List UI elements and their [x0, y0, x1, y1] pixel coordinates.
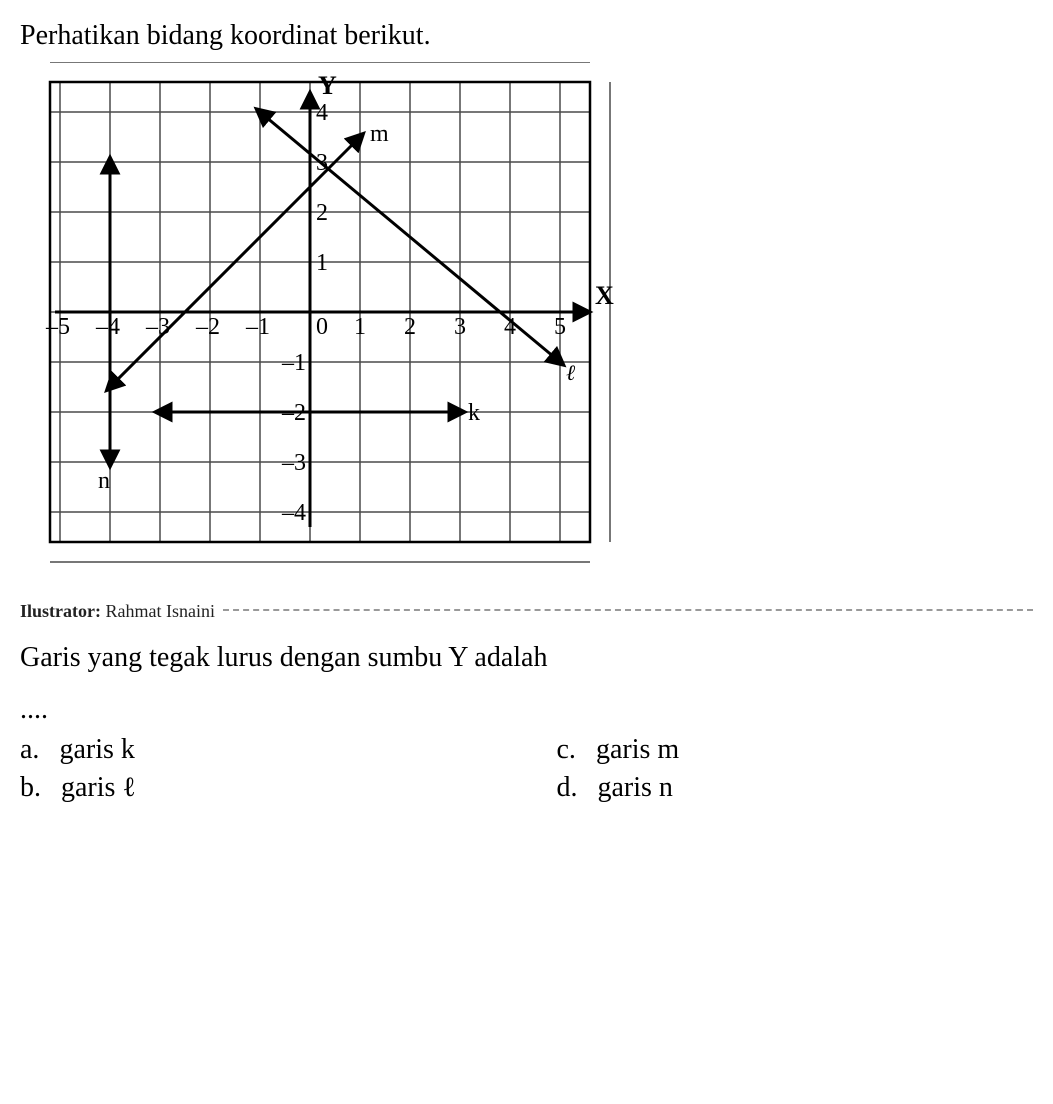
svg-text:0: 0: [316, 314, 328, 340]
option-c-text: garis m: [596, 734, 679, 766]
svg-text:k: k: [468, 400, 480, 426]
svg-text:3: 3: [454, 314, 466, 340]
option-d-letter: d.: [557, 772, 578, 804]
svg-text:–5: –5: [45, 314, 70, 340]
svg-text:m: m: [370, 121, 389, 147]
option-a-letter: a.: [20, 734, 39, 766]
option-c: c. garis m: [557, 734, 1034, 766]
illustrator-row: Ilustrator: Rahmat Isnaini: [20, 597, 1033, 622]
illustrator-label: Ilustrator:: [20, 601, 101, 621]
option-c-letter: c.: [557, 734, 576, 766]
svg-text:X: X: [595, 281, 614, 310]
svg-text:2: 2: [316, 200, 328, 226]
option-d: d. garis n: [557, 772, 1034, 804]
question-bottom: Garis yang tegak lurus dengan sumbu Y ad…: [20, 642, 1033, 674]
chart-svg: XY–5–4–3–2–1012345–4–3–2–11234mℓkn: [20, 62, 640, 582]
svg-text:2: 2: [404, 314, 416, 340]
option-b-text: garis ℓ: [61, 772, 136, 804]
svg-text:ℓ: ℓ: [566, 360, 576, 385]
svg-text:–2: –2: [195, 314, 220, 340]
coordinate-chart: XY–5–4–3–2–1012345–4–3–2–11234mℓkn: [20, 62, 1033, 587]
svg-text:Y: Y: [318, 71, 337, 100]
options-grid: a. garis k c. garis m b. garis ℓ d. gari…: [20, 734, 1033, 804]
option-a: a. garis k: [20, 734, 497, 766]
illustrator-name: Rahmat Isnaini: [105, 601, 214, 621]
svg-text:n: n: [98, 468, 110, 494]
svg-text:1: 1: [316, 250, 328, 276]
ellipsis: ....: [20, 694, 1033, 726]
svg-text:4: 4: [316, 100, 328, 126]
svg-text:5: 5: [554, 314, 566, 340]
option-d-text: garis n: [598, 772, 673, 804]
svg-text:–4: –4: [95, 314, 120, 340]
svg-text:–1: –1: [245, 314, 270, 340]
svg-text:–1: –1: [281, 350, 306, 376]
svg-text:1: 1: [354, 314, 366, 340]
option-b-letter: b.: [20, 772, 41, 804]
option-a-text: garis k: [59, 734, 134, 766]
dashed-divider: [223, 609, 1033, 611]
option-b: b. garis ℓ: [20, 772, 497, 804]
svg-text:–3: –3: [281, 450, 306, 476]
svg-text:–3: –3: [145, 314, 170, 340]
question-top: Perhatikan bidang koordinat berikut.: [20, 20, 1033, 52]
svg-text:–4: –4: [281, 500, 306, 526]
